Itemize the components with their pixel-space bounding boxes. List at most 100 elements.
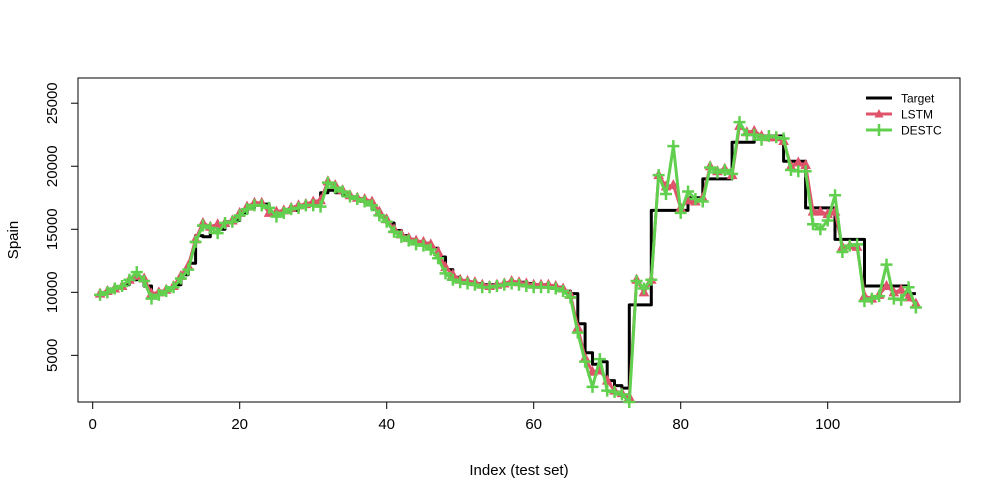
x-axis: 0 20 40 60 80 100: [89, 401, 840, 433]
data-point-destc: [108, 282, 121, 295]
data-point-destc: [351, 193, 364, 206]
data-point-lstm: [881, 279, 892, 291]
data-point-destc: [762, 129, 775, 142]
data-point-destc: [696, 195, 709, 208]
data-point-destc: [101, 286, 114, 299]
data-point-destc: [799, 165, 812, 178]
data-point-destc: [432, 252, 445, 265]
data-point-destc: [116, 280, 129, 293]
data-point-destc: [564, 291, 577, 304]
data-point-destc: [145, 292, 158, 305]
data-point-destc: [130, 266, 143, 279]
data-point-destc: [219, 216, 231, 229]
data-point-destc: [814, 223, 827, 236]
data-point-destc: [902, 281, 915, 294]
data-point-destc: [329, 181, 342, 194]
data-point-destc: [807, 218, 819, 231]
data-point-destc: [887, 292, 900, 305]
data-point-destc: [571, 326, 584, 339]
data-point-destc: [196, 219, 209, 232]
data-point-destc: [542, 281, 555, 294]
x-tick-label: 80: [672, 416, 689, 433]
data-point-lstm: [815, 205, 826, 216]
data-point-destc: [182, 263, 195, 276]
legend-item-lstm: LSTM: [866, 108, 933, 122]
data-point-destc: [660, 187, 672, 200]
data-point-destc: [395, 230, 408, 243]
data-point-destc: [366, 199, 378, 212]
legend-item-destc: DESTC: [866, 124, 942, 138]
x-axis-label: Index (test set): [469, 462, 568, 479]
y-axis-label: Spain: [5, 221, 22, 259]
data-point-destc: [410, 238, 423, 251]
data-point-destc: [748, 128, 761, 141]
legend-label-lstm: LSTM: [901, 108, 933, 122]
data-point-destc: [292, 201, 305, 214]
data-point-destc: [630, 274, 643, 287]
data-point-destc: [549, 282, 562, 295]
plot-area: [94, 116, 922, 408]
y-tick-label: 15000: [44, 208, 61, 250]
data-point-destc: [851, 238, 864, 251]
data-point-destc: [513, 278, 525, 291]
x-tick-label: 100: [815, 416, 840, 433]
series-line-target: [100, 134, 916, 390]
data-point-destc: [821, 214, 834, 227]
data-point-destc: [873, 290, 886, 303]
data-point-destc: [608, 385, 621, 398]
data-point-destc: [777, 132, 790, 145]
legend-marker-destc: [873, 124, 885, 136]
data-point-destc: [667, 140, 680, 153]
legend-marker-lstm: [874, 109, 884, 118]
data-point-destc: [498, 278, 511, 291]
y-tick-label: 25000: [44, 82, 61, 124]
data-point-destc: [726, 167, 739, 180]
data-point-destc: [189, 235, 202, 248]
data-point-destc: [307, 199, 320, 212]
data-point-destc: [865, 292, 878, 305]
legend-item-target: Target: [866, 92, 935, 106]
data-point-destc: [336, 185, 349, 198]
data-point-destc: [718, 164, 731, 177]
data-point-destc: [211, 227, 224, 240]
data-point-destc: [586, 380, 599, 393]
data-point-destc: [880, 258, 893, 271]
data-point-destc: [674, 206, 687, 219]
data-point-destc: [593, 353, 606, 366]
data-point-destc: [843, 239, 856, 252]
series-target: [100, 134, 916, 390]
data-point-destc: [263, 201, 276, 214]
data-point-destc: [652, 169, 665, 182]
data-point-destc: [204, 222, 217, 235]
data-point-destc: [270, 210, 283, 223]
data-point-destc: [858, 295, 871, 308]
series-lstm: [94, 119, 922, 401]
data-point-destc: [138, 274, 151, 287]
data-point-destc: [483, 281, 496, 294]
data-point-destc: [520, 280, 533, 293]
data-point-destc: [373, 209, 386, 222]
data-point-destc: [152, 288, 165, 301]
data-point-destc: [255, 199, 268, 212]
x-tick-label: 60: [525, 416, 542, 433]
data-point-destc: [689, 193, 702, 206]
data-point-destc: [388, 225, 401, 238]
x-tick-label: 20: [231, 416, 248, 433]
y-tick-label: 10000: [44, 271, 61, 313]
data-point-destc: [829, 189, 842, 202]
data-point-destc: [579, 355, 592, 368]
data-point-destc: [623, 396, 636, 408]
y-tick-label: 5000: [44, 339, 61, 372]
data-point-destc: [468, 278, 481, 291]
data-point-destc: [277, 206, 290, 219]
data-point-destc: [704, 161, 717, 174]
data-point-destc: [505, 277, 518, 290]
y-axis: 5000 10000 15000 20000 25000: [44, 82, 79, 372]
x-tick-label: 40: [378, 416, 395, 433]
series-destc: [94, 116, 922, 408]
data-point-lstm: [895, 283, 907, 294]
data-point-destc: [241, 203, 254, 216]
data-point-destc: [226, 215, 239, 228]
x-tick-label: 0: [89, 416, 97, 433]
data-point-destc: [909, 301, 922, 314]
